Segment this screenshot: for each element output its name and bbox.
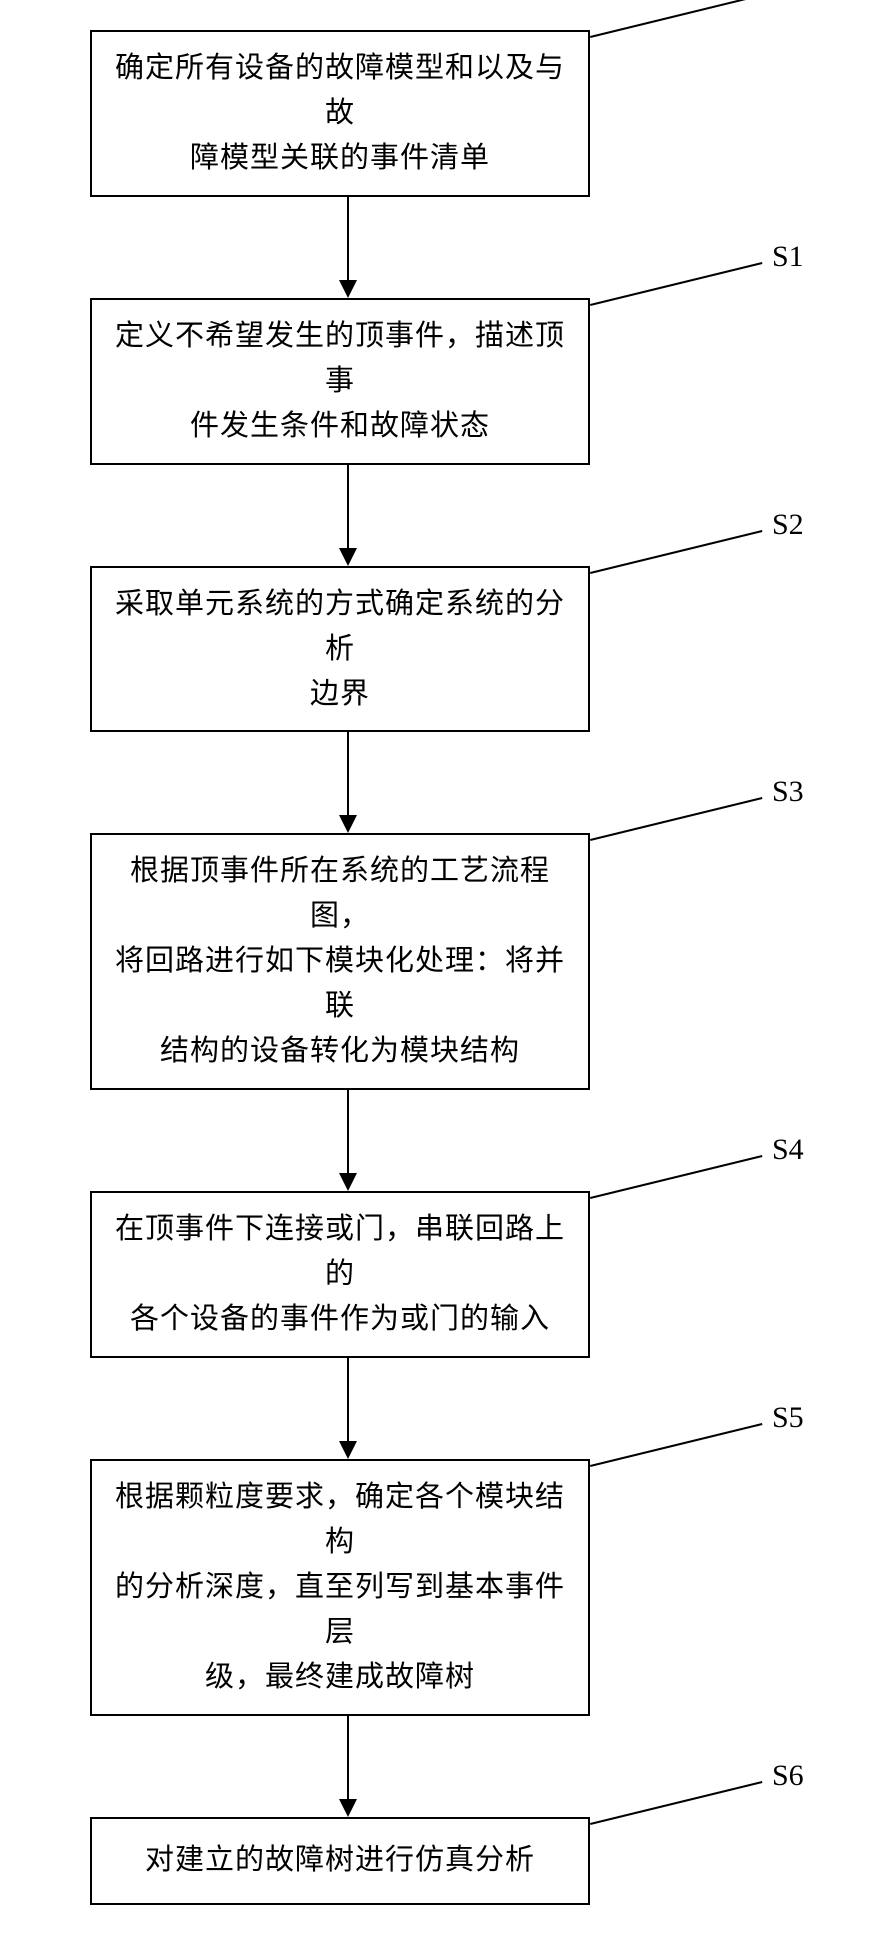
step-label-s5: S5 bbox=[772, 1401, 804, 1435]
arrow-down-icon bbox=[339, 1358, 357, 1459]
step-box-s5: 根据颗粒度要求，确定各个模块结构 的分析深度，直至列写到基本事件层 级，最终建成… bbox=[90, 1459, 590, 1716]
leader-line bbox=[590, 1781, 762, 1825]
arrow-head-icon bbox=[339, 548, 357, 566]
step-box-s2: 采取单元系统的方式确定系统的分析 边界 bbox=[90, 566, 590, 733]
arrow-shaft bbox=[347, 732, 349, 816]
leader-line bbox=[590, 0, 762, 38]
step-box-s3: 根据顶事件所在系统的工艺流程图， 将回路进行如下模块化处理：将并联 结构的设备转… bbox=[90, 833, 590, 1090]
arrow-head-icon bbox=[339, 1799, 357, 1817]
step-label-s1: S1 bbox=[772, 240, 804, 274]
step-text: 确定所有设备的故障模型和以及与故 障模型关联的事件清单 bbox=[110, 46, 570, 181]
step-row-s4: 在顶事件下连接或门，串联回路上的 各个设备的事件作为或门的输入S4 bbox=[90, 1191, 590, 1358]
leader-line bbox=[590, 1423, 762, 1467]
arrow-shaft bbox=[347, 1716, 349, 1800]
arrow-head-icon bbox=[339, 280, 357, 298]
step-text: 定义不希望发生的顶事件，描述顶事 件发生条件和故障状态 bbox=[110, 314, 570, 449]
arrow-down-icon bbox=[339, 732, 357, 833]
arrow-head-icon bbox=[339, 1441, 357, 1459]
arrow-down-icon bbox=[339, 1090, 357, 1191]
leader-line bbox=[590, 530, 762, 574]
arrow-shaft bbox=[347, 1358, 349, 1442]
step-text: 对建立的故障树进行仿真分析 bbox=[145, 1838, 535, 1883]
step-text: 根据顶事件所在系统的工艺流程图， 将回路进行如下模块化处理：将并联 结构的设备转… bbox=[110, 849, 570, 1074]
step-row-s0: 确定所有设备的故障模型和以及与故 障模型关联的事件清单S0 bbox=[90, 30, 590, 197]
step-box-s6: 对建立的故障树进行仿真分析 bbox=[90, 1817, 590, 1905]
arrow-head-icon bbox=[339, 815, 357, 833]
step-label-s6: S6 bbox=[772, 1759, 804, 1793]
leader-line bbox=[590, 797, 762, 841]
arrow-head-icon bbox=[339, 1173, 357, 1191]
leader-line bbox=[590, 1155, 762, 1199]
flowchart-container: 确定所有设备的故障模型和以及与故 障模型关联的事件清单S0 定义不希望发生的顶事件… bbox=[0, 30, 878, 1905]
step-box-s0: 确定所有设备的故障模型和以及与故 障模型关联的事件清单 bbox=[90, 30, 590, 197]
arrow-down-icon bbox=[339, 465, 357, 566]
step-label-s3: S3 bbox=[772, 775, 804, 809]
arrow-shaft bbox=[347, 465, 349, 549]
arrow-shaft bbox=[347, 197, 349, 281]
arrow-down-icon bbox=[339, 197, 357, 298]
step-text: 在顶事件下连接或门，串联回路上的 各个设备的事件作为或门的输入 bbox=[110, 1207, 570, 1342]
step-row-s1: 定义不希望发生的顶事件，描述顶事 件发生条件和故障状态S1 bbox=[90, 298, 590, 465]
step-text: 采取单元系统的方式确定系统的分析 边界 bbox=[110, 582, 570, 717]
step-text: 根据颗粒度要求，确定各个模块结构 的分析深度，直至列写到基本事件层 级，最终建成… bbox=[110, 1475, 570, 1700]
step-box-s4: 在顶事件下连接或门，串联回路上的 各个设备的事件作为或门的输入 bbox=[90, 1191, 590, 1358]
arrow-down-icon bbox=[339, 1716, 357, 1817]
step-label-s0: S0 bbox=[772, 0, 804, 6]
step-row-s3: 根据顶事件所在系统的工艺流程图， 将回路进行如下模块化处理：将并联 结构的设备转… bbox=[90, 833, 590, 1090]
step-box-s1: 定义不希望发生的顶事件，描述顶事 件发生条件和故障状态 bbox=[90, 298, 590, 465]
step-row-s6: 对建立的故障树进行仿真分析S6 bbox=[90, 1817, 590, 1905]
leader-line bbox=[590, 262, 762, 306]
step-label-s2: S2 bbox=[772, 508, 804, 542]
arrow-shaft bbox=[347, 1090, 349, 1174]
step-row-s5: 根据颗粒度要求，确定各个模块结构 的分析深度，直至列写到基本事件层 级，最终建成… bbox=[90, 1459, 590, 1716]
step-row-s2: 采取单元系统的方式确定系统的分析 边界S2 bbox=[90, 566, 590, 733]
step-label-s4: S4 bbox=[772, 1133, 804, 1167]
